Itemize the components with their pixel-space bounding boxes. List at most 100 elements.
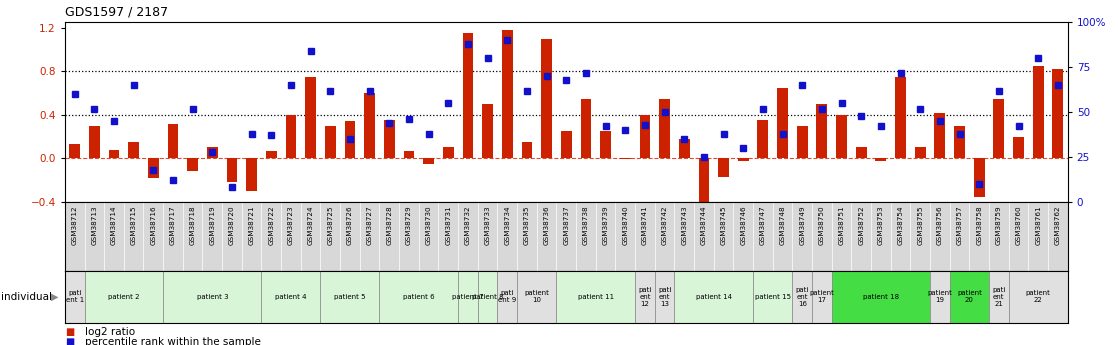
Bar <box>832 271 930 323</box>
Bar <box>777 88 788 158</box>
Text: GSM38762: GSM38762 <box>1055 205 1061 245</box>
Bar <box>699 158 709 207</box>
Text: GSM38719: GSM38719 <box>209 205 216 245</box>
Bar <box>635 271 655 323</box>
Text: GSM38752: GSM38752 <box>859 205 864 245</box>
Bar <box>187 158 198 171</box>
Text: patient 4: patient 4 <box>275 294 306 300</box>
Text: GSM38733: GSM38733 <box>484 205 491 245</box>
Text: GSM38718: GSM38718 <box>190 205 196 245</box>
Text: GSM38754: GSM38754 <box>898 205 903 245</box>
Bar <box>168 124 179 158</box>
Text: GSM38729: GSM38729 <box>406 205 411 245</box>
Bar <box>207 147 218 158</box>
Bar <box>246 158 257 191</box>
Text: patient 3: patient 3 <box>197 294 228 300</box>
Bar <box>477 271 498 323</box>
Bar <box>1008 271 1068 323</box>
Bar <box>639 115 651 158</box>
Text: GSM38731: GSM38731 <box>445 205 452 245</box>
Bar <box>108 150 120 158</box>
Text: patient 18: patient 18 <box>863 294 899 300</box>
Text: GSM38751: GSM38751 <box>838 205 844 245</box>
Bar <box>364 93 375 158</box>
Bar <box>875 158 887 160</box>
Bar <box>915 147 926 158</box>
Bar <box>619 158 631 159</box>
Text: GSM38721: GSM38721 <box>248 205 255 245</box>
Text: GSM38755: GSM38755 <box>917 205 923 245</box>
Bar <box>443 147 454 158</box>
Bar <box>949 271 989 323</box>
Bar <box>797 126 807 158</box>
Bar <box>262 271 321 323</box>
Text: GSM38736: GSM38736 <box>543 205 550 245</box>
Bar <box>600 131 612 158</box>
Text: GSM38753: GSM38753 <box>878 205 884 245</box>
Text: GSM38728: GSM38728 <box>387 205 392 245</box>
Bar <box>69 144 80 158</box>
Bar <box>65 271 85 323</box>
Bar <box>655 271 674 323</box>
Text: GSM38717: GSM38717 <box>170 205 176 245</box>
Text: pati
ent
16: pati ent 16 <box>796 287 809 307</box>
Text: ■: ■ <box>65 337 74 345</box>
Bar <box>812 271 832 323</box>
Text: patient 15: patient 15 <box>755 294 790 300</box>
Bar <box>561 131 571 158</box>
Text: GSM38722: GSM38722 <box>268 205 274 245</box>
Bar <box>458 271 477 323</box>
Text: patient 8: patient 8 <box>472 294 503 300</box>
Text: GSM38714: GSM38714 <box>111 205 117 245</box>
Text: GSM38716: GSM38716 <box>150 205 157 245</box>
Bar <box>502 30 513 158</box>
Bar <box>679 139 690 158</box>
Bar <box>930 271 949 323</box>
Text: patient 5: patient 5 <box>334 294 366 300</box>
Bar <box>518 271 557 323</box>
Text: GSM38749: GSM38749 <box>799 205 805 245</box>
Bar <box>404 151 415 158</box>
Bar <box>424 158 434 164</box>
Text: GSM38735: GSM38735 <box>524 205 530 245</box>
Text: GSM38734: GSM38734 <box>504 205 510 245</box>
Text: patient
17: patient 17 <box>809 290 834 303</box>
Bar <box>482 104 493 158</box>
Text: patient 11: patient 11 <box>578 294 614 300</box>
Bar <box>836 115 847 158</box>
Text: patient 2: patient 2 <box>108 294 140 300</box>
Text: GSM38724: GSM38724 <box>307 205 314 245</box>
Bar <box>541 39 552 158</box>
Bar <box>1013 137 1024 158</box>
Text: patient 6: patient 6 <box>402 294 435 300</box>
Text: GSM38720: GSM38720 <box>229 205 235 245</box>
Bar <box>935 113 946 158</box>
Text: GSM38712: GSM38712 <box>72 205 77 245</box>
Bar <box>305 77 316 158</box>
Text: GSM38745: GSM38745 <box>721 205 727 245</box>
Text: GSM38723: GSM38723 <box>288 205 294 245</box>
Bar <box>557 271 635 323</box>
Text: GSM38715: GSM38715 <box>131 205 136 245</box>
Bar <box>954 126 965 158</box>
Bar <box>974 158 985 197</box>
Text: log2 ratio: log2 ratio <box>85 327 135 337</box>
Text: pati
ent 1: pati ent 1 <box>66 290 84 303</box>
Text: GSM38760: GSM38760 <box>1015 205 1022 245</box>
Text: GSM38743: GSM38743 <box>681 205 688 245</box>
Text: pati
ent
12: pati ent 12 <box>638 287 652 307</box>
Text: GSM38741: GSM38741 <box>642 205 648 245</box>
Bar <box>266 151 277 158</box>
Bar <box>989 271 1008 323</box>
Text: ▶: ▶ <box>51 292 59 302</box>
Text: GSM38761: GSM38761 <box>1035 205 1041 245</box>
Bar <box>1033 66 1043 158</box>
Text: GSM38730: GSM38730 <box>426 205 432 245</box>
Bar <box>718 158 729 177</box>
Bar <box>89 126 100 158</box>
Text: GSM38726: GSM38726 <box>347 205 353 245</box>
Bar <box>163 271 262 323</box>
Text: individual: individual <box>1 292 53 302</box>
Bar <box>674 271 754 323</box>
Text: GSM38739: GSM38739 <box>603 205 608 245</box>
